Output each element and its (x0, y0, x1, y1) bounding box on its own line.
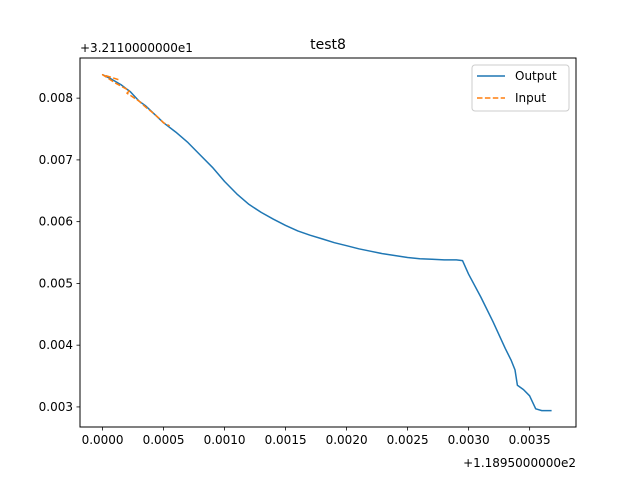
series-line-output (102, 74, 552, 412)
x-tick-label: 0.0005 (143, 433, 185, 447)
y-tick-label: 0.006 (39, 215, 73, 229)
x-tick-label: 0.0030 (448, 433, 490, 447)
chart-title: test8 (310, 37, 346, 53)
x-offset-label: +1.1895000000e2 (463, 456, 576, 470)
legend-label-output: Output (515, 69, 557, 83)
plot-area (101, 73, 552, 412)
y-offset-label: +3.2110000000e1 (80, 41, 193, 55)
y-tick-label: 0.003 (39, 400, 73, 414)
y-tick-label: 0.004 (39, 338, 73, 352)
y-tick-label: 0.007 (39, 153, 73, 167)
x-tick-label: 0.0025 (387, 433, 429, 447)
x-tick-label: 0.0020 (326, 433, 368, 447)
x-tick-label: 0.0000 (82, 433, 124, 447)
series-line-input (101, 73, 171, 127)
y-tick-label: 0.005 (39, 276, 73, 290)
x-tick-label: 0.0015 (265, 433, 307, 447)
legend-label-input: Input (515, 91, 546, 105)
x-tick-label: 0.0035 (509, 433, 551, 447)
y-tick-label: 0.008 (39, 91, 73, 105)
plot-frame (79, 57, 577, 428)
x-tick-label: 0.0010 (204, 433, 246, 447)
legend: Output Input (471, 64, 570, 112)
